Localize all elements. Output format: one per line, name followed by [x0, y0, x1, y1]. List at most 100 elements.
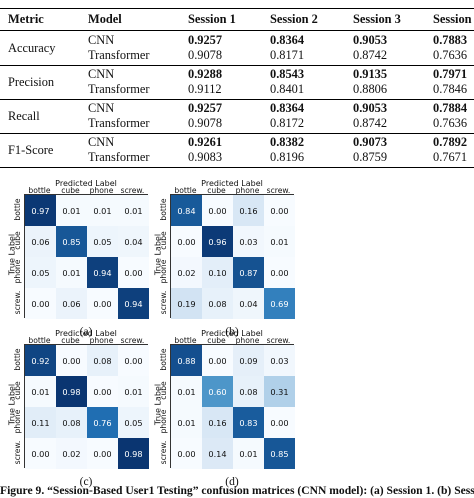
- column-label: phone: [235, 336, 260, 345]
- matrix-cell: 0.00: [118, 345, 149, 376]
- row-label: bottle: [13, 348, 22, 371]
- column-label: cube: [61, 186, 80, 195]
- row-label: cube: [159, 381, 168, 400]
- table-cell: 0.9053: [353, 101, 388, 115]
- matrix-cell: 0.01: [87, 195, 118, 226]
- row-label: cube: [13, 381, 22, 400]
- matrix-cell: 0.05: [118, 407, 149, 438]
- panel-letter: (d): [225, 476, 239, 488]
- table-header: Metric: [8, 12, 44, 26]
- panel-letter: (a): [79, 326, 93, 338]
- matrix-cell: 0.94: [118, 288, 149, 319]
- table-cell: 0.8364: [270, 33, 305, 47]
- table-cell: 0.8382: [270, 135, 305, 149]
- matrix-cell: 0.31: [264, 376, 295, 407]
- metric-label: Precision: [8, 75, 55, 89]
- column-label: phone: [89, 186, 114, 195]
- model-name: Transformer: [88, 116, 150, 130]
- matrix-cell: 0.01: [118, 376, 149, 407]
- matrix-cell: 0.94: [87, 257, 118, 288]
- matrix-cell: 0.69: [264, 288, 295, 319]
- matrix-cell: 0.08: [202, 288, 233, 319]
- table-header: Session 3: [353, 12, 401, 26]
- predicted-label-title: Predicted Label: [55, 179, 117, 188]
- matrix-cell: 0.01: [233, 438, 264, 469]
- matrix-cell: 0.01: [56, 195, 87, 226]
- model-name: CNN: [88, 101, 115, 115]
- table-cell: 0.9053: [353, 33, 388, 47]
- table-cell: 0.7636: [433, 116, 468, 130]
- matrix-cell: 0.02: [171, 257, 202, 288]
- table-cell: 0.7846: [433, 82, 468, 96]
- matrix-cell: 0.08: [87, 345, 118, 376]
- table-cell: 0.9135: [353, 67, 388, 81]
- matrix-cell: 0.00: [56, 345, 87, 376]
- table-rule: [0, 167, 474, 169]
- metric-label: F1-Score: [8, 143, 54, 157]
- matrix-cell: 0.19: [171, 288, 202, 319]
- matrix-cell: 0.00: [87, 376, 118, 407]
- matrix-cell: 0.76: [87, 407, 118, 438]
- matrix-cell: 0.16: [202, 407, 233, 438]
- row-label: cube: [159, 231, 168, 250]
- figure-caption: Figure 9. “Session-Based User1 Testing” …: [0, 484, 474, 497]
- table-header: Session 2: [270, 12, 318, 26]
- predicted-label-title: Predicted Label: [55, 329, 117, 338]
- matrix-cell: 0.01: [264, 226, 295, 257]
- table-cell: 0.8196: [270, 150, 305, 164]
- row-label: screw.: [159, 440, 168, 465]
- model-name: CNN: [88, 33, 115, 47]
- matrix-cell: 0.85: [264, 438, 295, 469]
- table-cell: 0.8806: [353, 82, 388, 96]
- table-cell: 0.9261: [188, 135, 223, 149]
- table-cell: 0.9288: [188, 67, 223, 81]
- column-label: bottle: [174, 336, 197, 345]
- table-cell: 0.9257: [188, 33, 223, 47]
- table-cell: 0.8401: [270, 82, 305, 96]
- matrix-cell: 0.01: [171, 376, 202, 407]
- column-label: bottle: [28, 336, 51, 345]
- matrix-cell: 0.00: [264, 407, 295, 438]
- matrix-cell: 0.00: [87, 438, 118, 469]
- column-label: screw.: [120, 186, 145, 195]
- matrix-cell: 0.03: [233, 226, 264, 257]
- matrix-cell: 0.92: [25, 345, 56, 376]
- confusion-matrix-panel: Predicted Label bottle cube phone screw. True…: [152, 329, 312, 490]
- matrix-cell: 0.97: [25, 195, 56, 226]
- table-cell: 0.7671: [433, 150, 468, 164]
- matrix-cell: 0.85: [56, 226, 87, 257]
- matrix-cell: 0.00: [171, 226, 202, 257]
- matrix-cell: 0.01: [56, 257, 87, 288]
- matrix-cell: 0.87: [233, 257, 264, 288]
- column-label: screw.: [266, 186, 291, 195]
- metric-label: Accuracy: [8, 41, 56, 55]
- matrix-cell: 0.01: [118, 195, 149, 226]
- row-label: bottle: [159, 198, 168, 221]
- matrix-cell: 0.10: [202, 257, 233, 288]
- table-cell: 0.9073: [353, 135, 388, 149]
- matrix-cell: 0.11: [25, 407, 56, 438]
- matrix-cell: 0.02: [56, 438, 87, 469]
- confusion-matrix-panel: Predicted Label bottle cube phone screw. True…: [6, 179, 166, 340]
- table-rule: [0, 8, 474, 10]
- confusion-matrix-panel: Predicted Label bottle cube phone screw. True…: [152, 179, 312, 340]
- table-cell: 0.8759: [353, 150, 388, 164]
- row-label: phone: [13, 259, 22, 284]
- row-label: phone: [159, 259, 168, 284]
- row-label: bottle: [13, 198, 22, 221]
- matrix-cell: 0.04: [233, 288, 264, 319]
- matrix-cell: 0.00: [25, 288, 56, 319]
- table-cell: 0.9257: [188, 101, 223, 115]
- matrix-cell: 0.01: [25, 376, 56, 407]
- confusion-matrix-grid: 0.97 0.01 0.01 0.01 0.06 0.85 0.05 0.04 0.05 0.01…: [24, 194, 149, 319]
- table-cell: 0.8742: [353, 48, 388, 62]
- matrix-cell: 0.03: [264, 345, 295, 376]
- table-header: Session 1: [188, 12, 236, 26]
- row-label: phone: [13, 409, 22, 434]
- table-cell: 0.7884: [433, 101, 468, 115]
- column-label: phone: [235, 186, 260, 195]
- model-name: CNN: [88, 135, 115, 149]
- table-cell: 0.8543: [270, 67, 305, 81]
- column-label: screw.: [266, 336, 291, 345]
- matrix-cell: 0.84: [171, 195, 202, 226]
